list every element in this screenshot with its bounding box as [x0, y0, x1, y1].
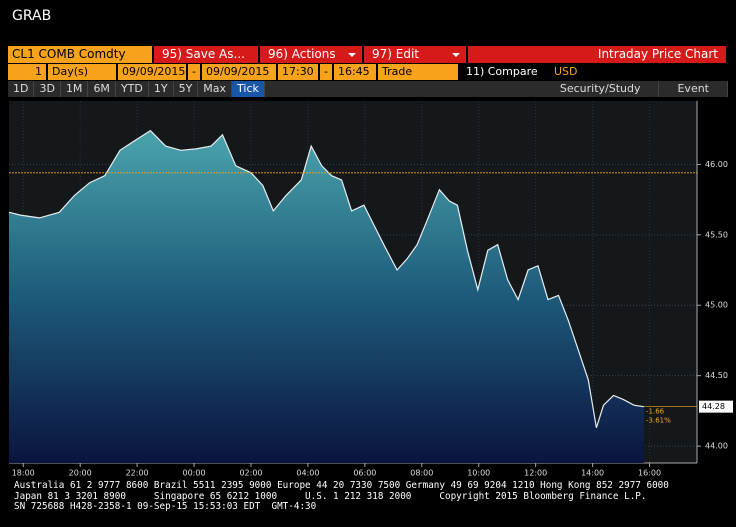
footer-line: SN 725688 H428-2358-1 09-Sep-15 15:53:03…	[14, 501, 317, 512]
last-price-box	[699, 400, 733, 413]
x-tick-label: 02:00	[239, 469, 262, 478]
currency: USD	[553, 65, 578, 78]
last-price-label: 44.28	[702, 402, 725, 411]
range-tab[interactable]: 1D	[8, 81, 35, 97]
actions-button[interactable]: 96) Actions	[260, 46, 362, 63]
toolbar: CL1 COMB Comdty 95) Save As... 96) Actio…	[8, 46, 728, 63]
dash: -	[188, 64, 200, 80]
range-tab[interactable]: YTD	[116, 81, 149, 97]
range-tab[interactable]: 1M	[61, 81, 89, 97]
x-tick-label: 14:00	[581, 469, 604, 478]
x-tick-label: 00:00	[183, 469, 206, 478]
start-date[interactable]: 09/09/2015	[118, 64, 186, 80]
date-label: 09 Sep 2015	[222, 479, 260, 480]
unit-field[interactable]: Day(s)	[48, 64, 116, 80]
footer-line: Australia 61 2 9777 8600 Brazil 5511 239…	[14, 480, 669, 491]
range-tab[interactable]: 6M	[88, 81, 116, 97]
price-chart: 44.00 44.50 45.00 45.50 46.00 18:00 20:00 22:00…	[8, 101, 733, 480]
x-tick-label: 06:00	[353, 469, 376, 478]
range-tab[interactable]: Max	[198, 81, 233, 97]
x-tick-label: 16:00	[638, 469, 661, 478]
y-tick-label: 45.00	[705, 301, 728, 310]
field-select[interactable]: Trade	[377, 64, 458, 80]
panel-title: Intraday Price Chart	[468, 46, 726, 63]
params-bar: 1 Day(s) 09/09/2015 - 09/09/2015 17:30 -…	[8, 64, 728, 80]
change-label: -1.66	[646, 408, 665, 416]
y-tick-label: 46.00	[705, 160, 728, 169]
y-tick-label: 44.50	[705, 371, 728, 380]
y-tick-label: 45.50	[705, 230, 728, 239]
x-tick-label: 18:00	[12, 469, 35, 478]
tool-button[interactable]: Event	[659, 81, 728, 97]
range-tab[interactable]: 5Y	[174, 81, 199, 97]
price-line	[8, 129, 644, 428]
x-tick-label: 20:00	[69, 469, 92, 478]
end-date[interactable]: 09/09/2015	[201, 64, 276, 80]
end-time[interactable]: 16:45	[333, 64, 376, 80]
tool-button[interactable]: Security/Study	[542, 81, 660, 97]
x-tick-label: 04:00	[296, 469, 319, 478]
range-tab[interactable]: Tick	[232, 81, 265, 97]
price-area	[9, 130, 644, 463]
compare-button[interactable]: 11) Compare	[465, 65, 538, 78]
x-tick-label: 22:00	[126, 469, 149, 478]
range-tab[interactable]: 1Y	[149, 81, 174, 97]
window-title: GRAB	[12, 8, 52, 24]
dash: -	[319, 64, 332, 80]
footer: Australia 61 2 9777 8600 Brazil 5511 239…	[14, 480, 669, 513]
count-field[interactable]: 1	[8, 64, 46, 80]
start-time[interactable]: 17:30	[277, 64, 318, 80]
tab-bar: 1D 3D 1M 6M YTD 1Y 5Y Max Tick Security/Study Even…	[8, 81, 728, 97]
save-button[interactable]: 95) Save As...	[154, 46, 258, 63]
x-tick-label: 08:00	[410, 469, 433, 478]
x-tick-label: 10:00	[467, 469, 490, 478]
change-label: -3.61%	[646, 417, 671, 425]
range-tab[interactable]: 3D	[34, 81, 61, 97]
edit-button[interactable]: 97) Edit	[364, 46, 466, 63]
spacer	[265, 81, 542, 97]
footer-line: Japan 81 3 3201 8900 Singapore 65 6212 1…	[14, 490, 647, 502]
x-tick-label: 12:00	[524, 469, 547, 478]
ticker-field[interactable]: CL1 COMB Comdty	[8, 46, 152, 63]
y-tick-label: 44.00	[705, 442, 728, 451]
